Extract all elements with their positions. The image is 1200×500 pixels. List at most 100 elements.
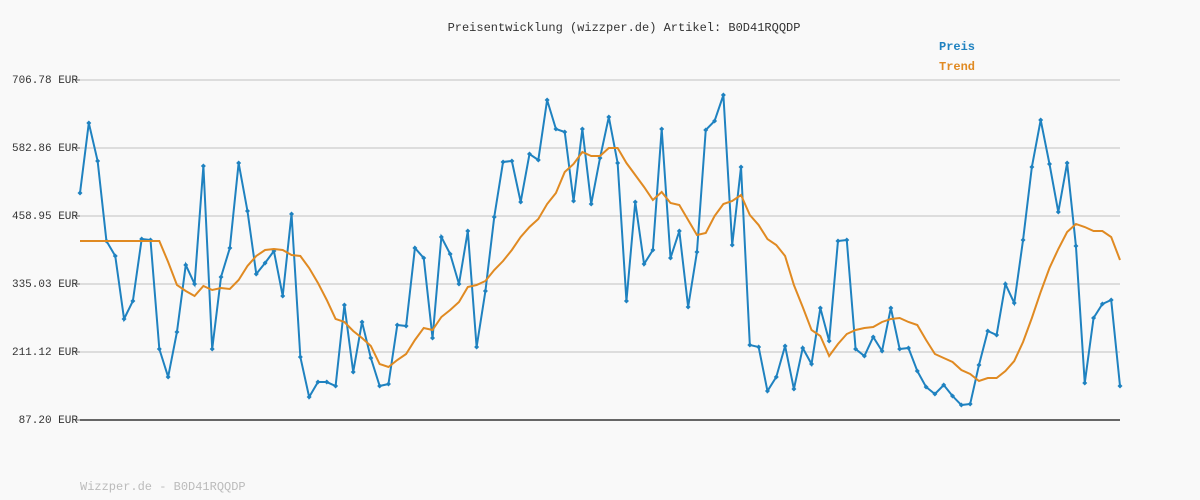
point-marker	[888, 305, 894, 311]
point-marker	[791, 386, 797, 392]
point-marker	[958, 402, 964, 408]
point-marker	[306, 394, 312, 400]
y-tick-label: 582.86 EUR	[12, 143, 78, 155]
point-marker	[130, 298, 136, 304]
legend-label: Preis	[939, 40, 975, 54]
point-marker	[350, 369, 356, 375]
point-marker	[641, 261, 647, 267]
footer: Wizzper.de - B0D41RQQDP	[80, 480, 246, 494]
point-marker	[192, 281, 198, 287]
point-marker	[474, 344, 480, 350]
point-marker	[853, 346, 859, 352]
point-marker	[985, 328, 991, 334]
point-marker	[756, 344, 762, 350]
point-marker	[861, 353, 867, 359]
point-marker	[588, 201, 594, 207]
y-tick-label: 211.12 EUR	[12, 347, 78, 359]
point-marker	[1002, 281, 1008, 287]
point-marker	[1055, 209, 1061, 215]
point-marker	[491, 214, 497, 220]
point-marker	[650, 247, 656, 253]
point-marker	[1073, 243, 1079, 249]
point-marker	[923, 384, 929, 390]
y-tick-label: 335.03 EUR	[12, 279, 78, 291]
point-marker	[826, 338, 832, 344]
point-marker	[509, 158, 515, 164]
point-marker	[368, 355, 374, 361]
point-marker	[447, 251, 453, 257]
point-marker	[535, 157, 541, 163]
point-marker	[764, 388, 770, 394]
point-marker	[112, 253, 118, 259]
point-marker	[579, 126, 585, 132]
y-tick-label: 458.95 EUR	[12, 211, 78, 223]
point-marker	[1099, 301, 1105, 307]
point-marker	[465, 228, 471, 234]
point-marker	[289, 211, 295, 217]
point-marker	[606, 114, 612, 120]
point-marker	[482, 288, 488, 294]
point-marker	[615, 160, 621, 166]
point-marker	[879, 348, 885, 354]
point-marker	[244, 208, 250, 214]
point-marker	[156, 346, 162, 352]
point-marker	[227, 245, 233, 251]
point-marker	[377, 383, 383, 389]
point-marker	[950, 393, 956, 399]
point-marker	[1117, 383, 1123, 389]
point-marker	[914, 368, 920, 374]
point-marker	[1046, 161, 1052, 167]
point-marker	[694, 249, 700, 255]
point-marker	[747, 342, 753, 348]
point-marker	[1029, 164, 1035, 170]
point-marker	[341, 302, 347, 308]
point-marker	[430, 335, 436, 341]
point-marker	[518, 199, 524, 205]
point-marker	[870, 334, 876, 340]
point-marker	[456, 281, 462, 287]
series-line	[80, 146, 1121, 383]
legend-label: Trend	[939, 60, 975, 74]
point-marker	[1082, 380, 1088, 386]
point-marker	[905, 345, 911, 351]
point-marker	[703, 127, 709, 133]
point-marker	[967, 401, 973, 407]
point-marker	[729, 242, 735, 248]
point-marker	[659, 126, 665, 132]
point-marker	[1091, 315, 1097, 321]
point-marker	[183, 262, 189, 268]
point-marker	[994, 332, 1000, 338]
y-tick-label: 706.78 EUR	[12, 75, 78, 87]
point-marker	[685, 304, 691, 310]
point-marker	[1038, 117, 1044, 123]
point-marker	[77, 190, 83, 196]
point-marker	[809, 361, 815, 367]
point-marker	[623, 298, 629, 304]
point-marker	[280, 293, 286, 299]
point-marker	[1108, 297, 1114, 303]
point-marker	[571, 198, 577, 204]
point-marker	[236, 160, 242, 166]
point-marker	[200, 163, 206, 169]
point-marker	[333, 383, 339, 389]
point-marker	[394, 322, 400, 328]
point-marker	[738, 164, 744, 170]
point-marker	[817, 305, 823, 311]
point-marker	[262, 260, 268, 266]
point-marker	[668, 255, 674, 261]
point-marker	[218, 274, 224, 280]
point-marker	[897, 346, 903, 352]
point-marker	[844, 237, 850, 243]
point-marker	[720, 92, 726, 98]
point-marker	[297, 354, 303, 360]
point-marker	[773, 374, 779, 380]
point-marker	[782, 343, 788, 349]
point-marker	[932, 391, 938, 397]
point-marker	[315, 379, 321, 385]
point-marker	[1020, 237, 1026, 243]
point-marker	[174, 329, 180, 335]
point-marker	[1011, 300, 1017, 306]
chart-title: Preisentwicklung (wizzper.de) Artikel: B…	[448, 21, 801, 35]
point-marker	[121, 316, 127, 322]
